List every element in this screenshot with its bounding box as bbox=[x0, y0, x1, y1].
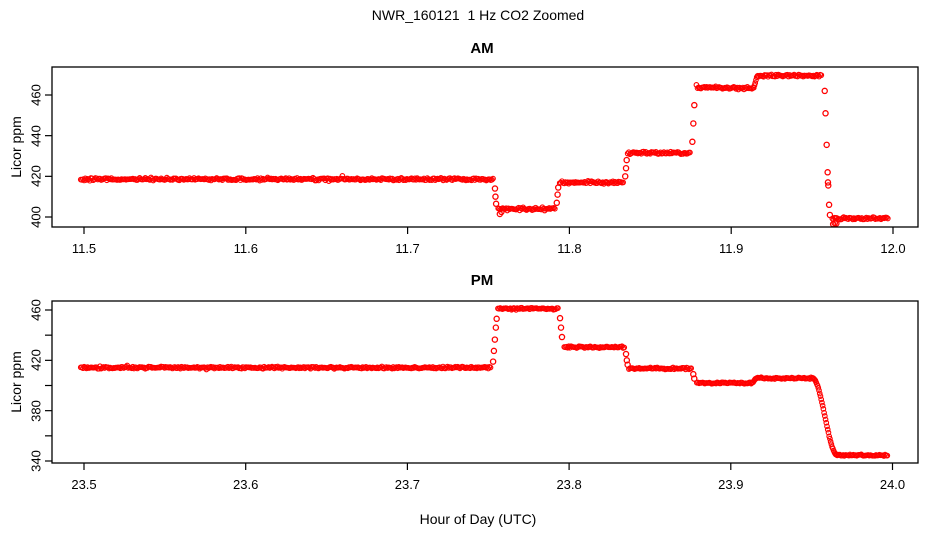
y-tick-label: 380 bbox=[28, 399, 44, 422]
x-tick-label: 23.9 bbox=[718, 477, 744, 492]
panel-title-am: AM bbox=[470, 40, 494, 57]
x-tick-label: 11.7 bbox=[395, 241, 420, 256]
y-axis-label-am: Licor ppm bbox=[8, 116, 24, 178]
x-tick-label: 23.6 bbox=[233, 477, 259, 492]
x-tick-label: 23.5 bbox=[71, 477, 97, 492]
y-tick-label: 400 bbox=[28, 206, 44, 228]
x-tick-label: 24.0 bbox=[879, 477, 906, 492]
x-tick-label: 23.7 bbox=[394, 477, 421, 492]
y-tick-label: 420 bbox=[28, 349, 44, 372]
x-axis-label: Hour of Day (UTC) bbox=[419, 511, 537, 527]
x-tick-label: 11.5 bbox=[71, 241, 97, 256]
x-tick-label: 11.8 bbox=[557, 241, 582, 256]
y-tick-label: 420 bbox=[28, 165, 44, 188]
panel-title-pm: PM bbox=[470, 272, 494, 289]
figure-title: NWR_160121 1 Hz CO2 Zoomed bbox=[371, 7, 585, 23]
y-tick-label: 440 bbox=[28, 124, 44, 147]
x-tick-label: 11.6 bbox=[233, 241, 258, 256]
y-tick-label: 340 bbox=[28, 450, 44, 472]
x-tick-label: 11.9 bbox=[719, 241, 744, 256]
y-tick-label: 460 bbox=[28, 84, 44, 106]
y-tick-label: 460 bbox=[28, 299, 44, 321]
x-tick-label: 23.8 bbox=[556, 477, 582, 492]
x-tick-label: 12.0 bbox=[880, 241, 906, 256]
y-axis-label-pm: Licor ppm bbox=[8, 351, 24, 413]
